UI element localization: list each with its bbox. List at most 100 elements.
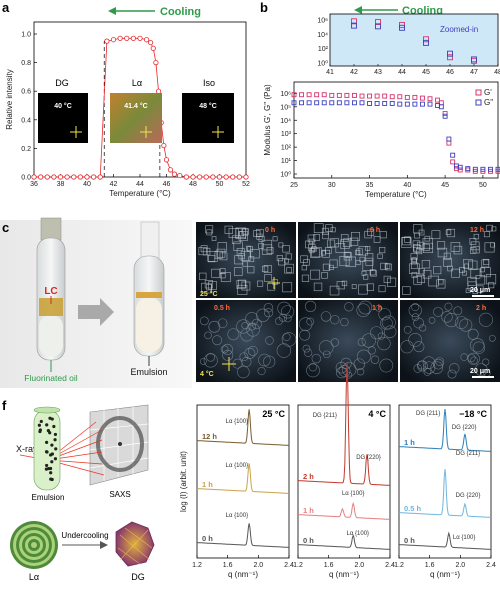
- intensity-point: [243, 174, 249, 180]
- droplet: [465, 288, 471, 293]
- gdoubleprime-point: [472, 166, 478, 172]
- gprime-point: [299, 92, 305, 98]
- saxs-y-axis-label: log (I) (arbit. unit): [179, 451, 188, 512]
- saxs-x-tick-label: 1.2: [293, 562, 303, 569]
- inset-gprime-point: [351, 18, 357, 25]
- time-d-0: 0 h: [265, 227, 275, 234]
- droplet: [473, 233, 480, 240]
- intensity-point: [230, 174, 236, 180]
- saxs-x-tick-label: 2.4: [284, 562, 294, 569]
- droplet: [356, 303, 371, 318]
- droplet: [237, 365, 250, 379]
- saxs-x-tick-label: 1.6: [223, 562, 233, 569]
- droplet: [205, 284, 213, 291]
- dg-structure: [115, 521, 155, 567]
- droplet: [356, 349, 371, 364]
- gdoubleprime-point: [419, 101, 425, 107]
- droplet: [361, 270, 367, 276]
- droplet: [336, 281, 345, 290]
- droplet: [344, 251, 351, 258]
- droplet: [411, 257, 417, 263]
- inset-gdoubleprime-point: [351, 22, 357, 29]
- intensity-point: [64, 174, 70, 180]
- droplet: [306, 363, 320, 378]
- saxs-detector: [89, 404, 149, 486]
- intensity-point: [84, 174, 90, 180]
- droplet: [358, 246, 368, 256]
- droplet: [231, 235, 241, 245]
- saxs-title: 25 °C: [262, 409, 285, 419]
- saxs-x-tick-label: 2.4: [486, 562, 496, 569]
- droplet: [410, 253, 418, 261]
- lamella-ring: [31, 542, 37, 548]
- gdoubleprime-point: [457, 164, 463, 170]
- gprime-point: [329, 92, 335, 98]
- gdoubleprime-point: [344, 100, 350, 106]
- saxs-curve: [399, 531, 491, 550]
- panels-d-e: d e 0 h 6 h 12 h 25 °C 20 μm 0.5 h 1 h 2…: [196, 220, 500, 382]
- droplet: [236, 280, 246, 289]
- gprime-point: [446, 140, 452, 146]
- emulsion-droplet: [45, 440, 49, 444]
- gprime-point: [382, 93, 388, 99]
- inset-label: Zoomed-in: [440, 25, 478, 34]
- droplet: [417, 360, 428, 372]
- gdoubleprime-point: [427, 101, 433, 107]
- intensity-point: [97, 174, 103, 180]
- droplet: [261, 244, 273, 255]
- saxs-curve: [298, 501, 390, 520]
- droplet: [277, 301, 291, 315]
- saxs-curve: [298, 363, 390, 486]
- droplet: [327, 239, 336, 248]
- la-onion-structure: [10, 521, 58, 569]
- droplet: [286, 267, 292, 273]
- droplet: [211, 236, 217, 241]
- inset-gdoubleprime-point: [375, 23, 381, 30]
- droplet: [444, 302, 453, 311]
- droplet: [222, 343, 233, 355]
- gdoubleprime-point: [306, 100, 312, 106]
- droplet: [272, 236, 278, 242]
- droplet: [485, 274, 497, 285]
- time-d-2: 12 h: [470, 227, 484, 234]
- droplet: [412, 244, 421, 252]
- saxs-curve: [197, 409, 289, 446]
- saxs-series-label: 1 h: [404, 438, 415, 447]
- droplet: [424, 235, 431, 242]
- droplet: [240, 251, 251, 261]
- droplet: [476, 285, 484, 293]
- x-tick-label-b: 50: [479, 182, 487, 189]
- droplet: [322, 263, 331, 271]
- emulsion-droplet: [45, 423, 49, 427]
- saxs-x-tick-label: 2.0: [354, 562, 364, 569]
- droplet: [437, 247, 448, 258]
- droplet: [472, 341, 486, 354]
- emulsion-droplet: [46, 429, 50, 433]
- y-tick-label-b: 10⁴: [280, 118, 291, 125]
- droplet: [328, 264, 334, 270]
- intensity-point: [150, 45, 156, 51]
- droplet: [234, 267, 243, 276]
- droplet: [219, 268, 226, 274]
- gdoubleprime-point: [495, 166, 500, 172]
- gdoubleprime-point: [412, 101, 418, 107]
- droplet: [256, 308, 270, 323]
- saxs-label: SAXS: [109, 490, 130, 499]
- saxs-series-label: 2 h: [303, 472, 314, 481]
- droplet: [484, 242, 495, 253]
- saxs-x-axis-label: q (nm⁻¹): [430, 570, 460, 579]
- saxs-curve: [298, 534, 390, 550]
- intensity-point: [155, 88, 162, 94]
- droplet: [264, 274, 272, 282]
- dg-label: DG: [131, 572, 145, 582]
- droplet: [411, 313, 420, 321]
- intensity-point: [91, 174, 97, 180]
- phase-label-dg: DG: [55, 78, 69, 88]
- gprime-point: [374, 93, 380, 99]
- droplet: [228, 227, 239, 238]
- droplet: [222, 349, 234, 361]
- droplet: [362, 260, 373, 271]
- droplet: [339, 256, 350, 267]
- droplet: [313, 234, 320, 241]
- droplet: [325, 224, 333, 232]
